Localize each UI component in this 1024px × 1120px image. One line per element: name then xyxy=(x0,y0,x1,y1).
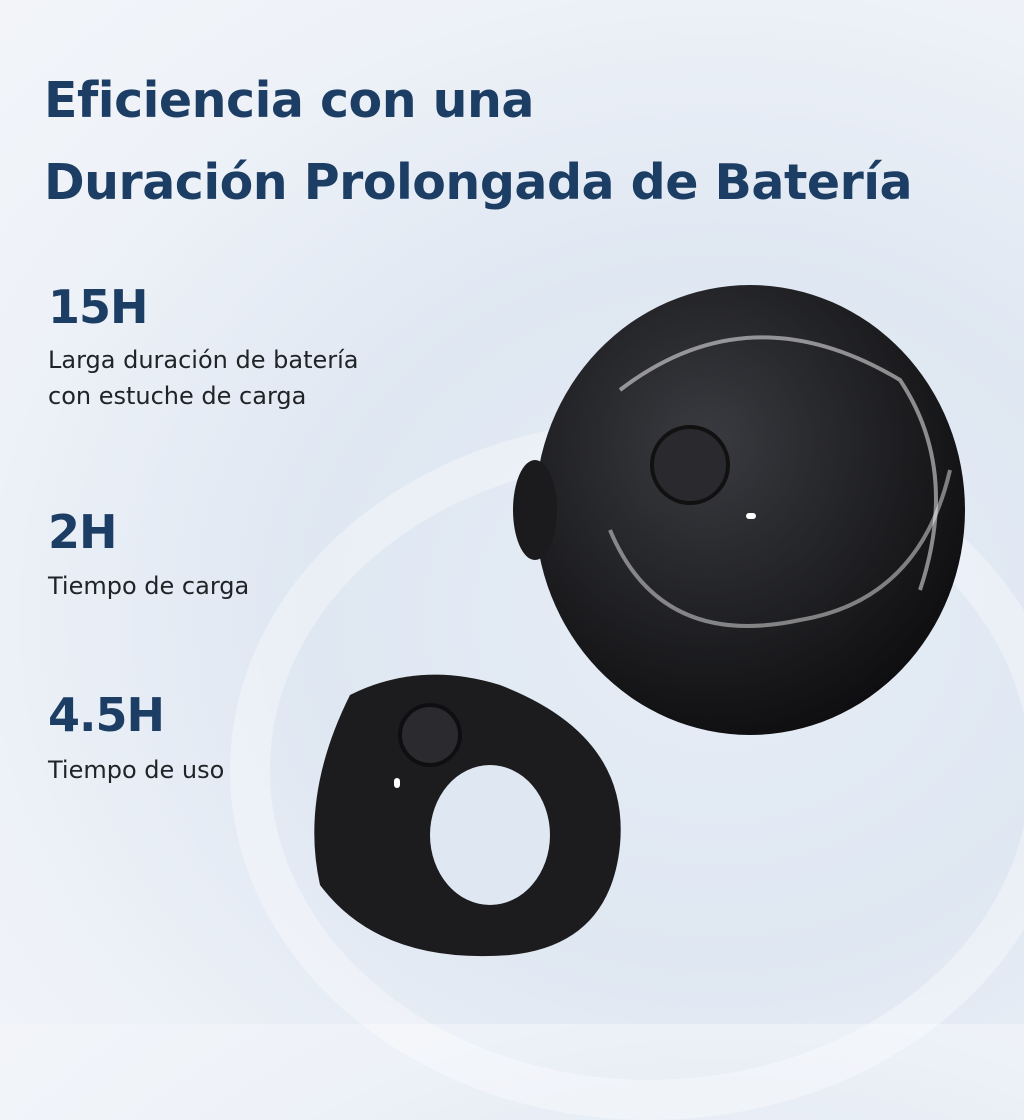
stat-desc-charge-time: Tiempo de carga xyxy=(48,572,250,600)
charging-case-image xyxy=(513,285,965,735)
title-line-2: Duración Prolongada de Batería xyxy=(44,154,913,211)
stat-value-battery: 15H xyxy=(48,280,149,334)
stat-desc-battery: Larga duración de batería con estuche de… xyxy=(48,342,359,414)
title-line-1: Eficiencia con una xyxy=(44,72,535,129)
page-title: Eficiencia con una Duración Prolongada d… xyxy=(44,60,913,224)
stat-value-usage-time: 4.5H xyxy=(48,688,165,742)
stat-value-charge-time: 2H xyxy=(48,505,118,559)
stat-desc-usage-time: Tiempo de uso xyxy=(48,756,225,784)
desc-line: Larga duración de batería xyxy=(48,346,359,374)
desc-line: con estuche de carga xyxy=(48,382,307,410)
earbud-image xyxy=(314,674,621,957)
